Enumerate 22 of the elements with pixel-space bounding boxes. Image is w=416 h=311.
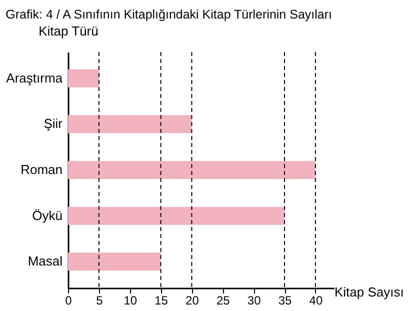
x-tick-label: 15 — [154, 294, 168, 308]
bar — [68, 252, 161, 271]
y-tick-label: Masal — [28, 254, 63, 269]
x-tick-label: 20 — [186, 294, 200, 308]
x-tick-label: 5 — [96, 294, 104, 308]
y-axis-title: Kitap Türü — [38, 24, 98, 38]
x-tick-label: 0 — [65, 294, 72, 308]
x-tick-label: 40 — [309, 294, 323, 308]
x-tick-label: 25 — [216, 294, 230, 308]
bar — [68, 161, 316, 179]
x-axis-title: Kitap Sayısı — [334, 284, 404, 300]
y-tick-label: Öykü — [32, 208, 62, 223]
x-tick-label: 10 — [124, 294, 138, 308]
y-tick-label: Roman — [20, 162, 62, 177]
x-tick-label: 35 — [278, 294, 292, 308]
chart-title: Grafik: 4 / A Sınıfının Kitaplığındaki Kitap Türlerinin Sayıları — [6, 8, 332, 22]
y-tick-label: Şiir — [44, 116, 64, 132]
x-tick-label: 30 — [247, 294, 262, 308]
bar — [68, 115, 192, 134]
bar — [68, 69, 99, 88]
bar — [68, 206, 285, 225]
y-tick-label: Araştırma — [6, 70, 64, 86]
